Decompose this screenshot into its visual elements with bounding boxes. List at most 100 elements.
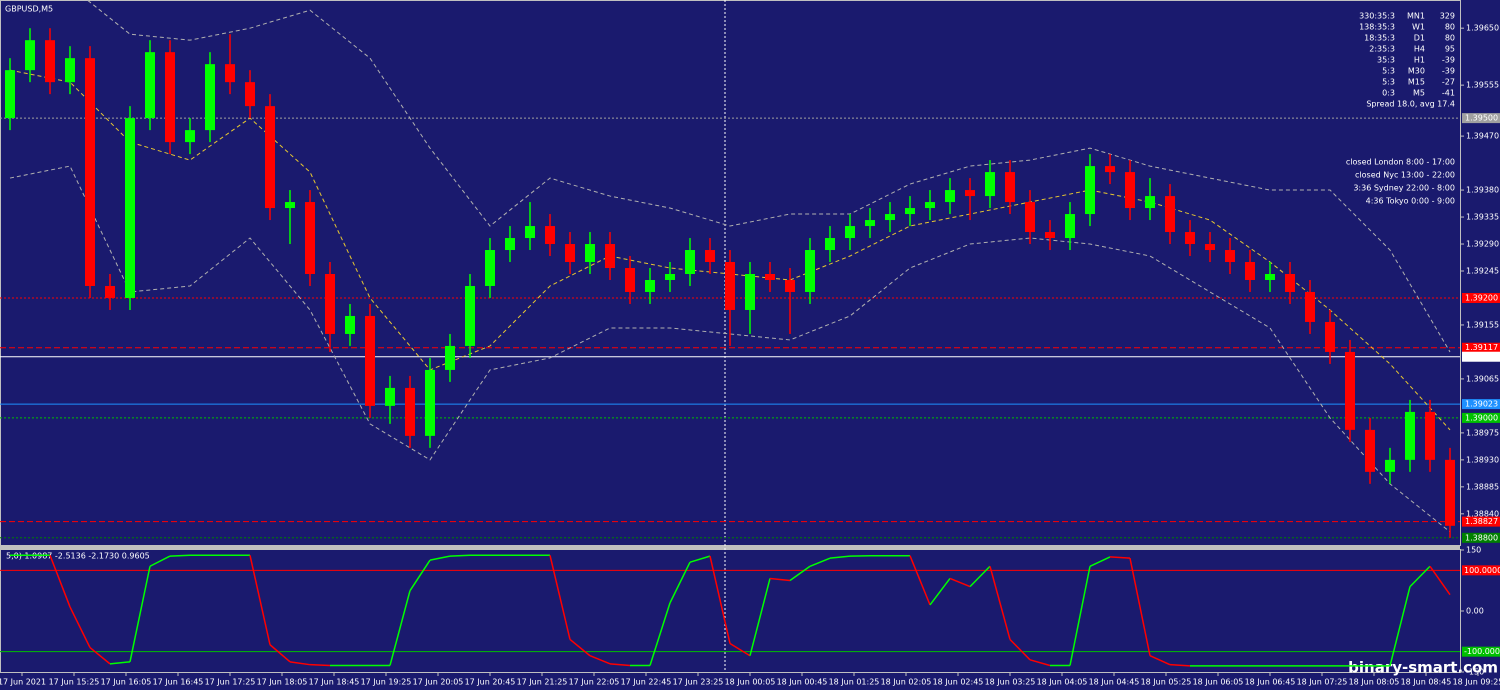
- x-tick-label: 18 Jun 03:25: [985, 678, 1036, 687]
- candle-body: [685, 250, 695, 274]
- x-tick-label: 18 Jun 01:25: [829, 678, 880, 687]
- x-tick-label: 17 Jun 18:45: [309, 678, 360, 687]
- tf-time: 18:35:3: [1364, 34, 1395, 43]
- tf-time: 330:35:3: [1359, 12, 1395, 21]
- oscillator-segment: [69, 606, 91, 648]
- x-tick-label: 18 Jun 06:05: [1193, 678, 1244, 687]
- oscillator-segment: [1149, 655, 1171, 666]
- candle-body: [825, 238, 835, 251]
- level-tag: [1462, 532, 1500, 543]
- candle-body: [5, 70, 15, 119]
- candle-body: [1365, 429, 1375, 472]
- oscillator-segment: [649, 602, 671, 666]
- oscillator-segment: [409, 559, 431, 592]
- y-tick-label: 1.39650: [1466, 24, 1499, 33]
- level-label: 1.39117: [1465, 343, 1498, 352]
- y-tick-label: 1.38975: [1466, 428, 1499, 437]
- candle-body: [85, 58, 95, 286]
- candle-body: [705, 250, 715, 263]
- session: 4:36 Tokyo 0:00 - 9:00: [1366, 197, 1455, 206]
- level-label: 100.0000: [1464, 566, 1500, 575]
- tf-name: M15: [1408, 78, 1425, 87]
- candle-body: [905, 208, 915, 215]
- candle-body: [945, 190, 955, 203]
- candle-body: [225, 64, 235, 83]
- candle-body: [125, 118, 135, 298]
- candle-body: [725, 262, 735, 310]
- tf-name: H4: [1414, 45, 1425, 54]
- oscillator-segment: [1129, 557, 1151, 656]
- x-tick-label: 17 Jun 22:45: [621, 678, 672, 687]
- candle-body: [65, 58, 75, 83]
- oscillator-segment: [429, 555, 451, 561]
- x-tick-label: 17 Jun 20:45: [465, 678, 516, 687]
- level-tag: [1462, 646, 1500, 657]
- candle-body: [485, 250, 495, 286]
- x-tick-label: 18 Jun 04:05: [1037, 678, 1088, 687]
- oscillator-segment: [1069, 566, 1091, 666]
- symbol-title: GBPUSD,M5: [5, 5, 53, 14]
- candle-body: [525, 226, 535, 239]
- candle-body: [1405, 411, 1415, 460]
- band-line: [86, 0, 1451, 353]
- x-tick-label: 18 Jun 02:45: [933, 678, 984, 687]
- tf-value: -41: [1442, 89, 1455, 98]
- y-tick-label: 1.39470: [1466, 132, 1499, 141]
- oscillator-segment: [729, 642, 751, 657]
- oscillator-segment: [1389, 586, 1411, 667]
- candle-body: [1345, 351, 1355, 430]
- level-label: 1.39500: [1465, 114, 1498, 123]
- level-tag: [1462, 351, 1500, 362]
- oscillator-segment: [989, 566, 1011, 640]
- candle-body: [1225, 250, 1235, 263]
- x-tick-label: 18 Jun 09:25: [1453, 678, 1500, 687]
- tf-time: 138:35:3: [1359, 23, 1395, 32]
- candle-body: [1305, 291, 1315, 322]
- candle-body: [1085, 166, 1095, 215]
- tf-time: 0:3: [1382, 89, 1395, 98]
- candle-body: [865, 220, 875, 227]
- tf-name: MN1: [1407, 12, 1425, 21]
- level-tag: [1462, 565, 1500, 576]
- candle-body: [1245, 262, 1255, 280]
- candle-body: [845, 226, 855, 239]
- x-tick-label: 18 Jun 06:45: [1245, 678, 1296, 687]
- tf-value: -27: [1442, 78, 1455, 87]
- oscillator-segment: [89, 647, 111, 665]
- level-label: 1.39023: [1465, 400, 1498, 409]
- x-tick-label: 17 Jun 17:25: [205, 678, 256, 687]
- oscillator-segment: [1029, 659, 1051, 667]
- candle-body: [625, 268, 635, 292]
- candle-body: [925, 202, 935, 209]
- candle-body: [605, 244, 615, 269]
- oscillator-segment: [1409, 565, 1431, 588]
- tf-name: H1: [1414, 56, 1425, 65]
- oscillator-segment: [309, 663, 331, 667]
- oscillator-segment: [809, 557, 831, 567]
- x-tick-label: 17 Jun 19:25: [361, 678, 412, 687]
- tf-name: M30: [1408, 67, 1425, 76]
- level-label: 1.39200: [1465, 293, 1498, 302]
- oscillator-segment: [549, 555, 571, 640]
- x-tick-label: 17 Jun 16:05: [101, 678, 152, 687]
- candle-body: [405, 387, 415, 436]
- candle-body: [545, 226, 555, 245]
- candle-body: [965, 190, 975, 197]
- tf-value: -39: [1442, 67, 1455, 76]
- candle-body: [1445, 459, 1455, 526]
- level-label: 1.39000: [1465, 413, 1498, 422]
- spread: Spread 18.0, avg 17.4: [1366, 100, 1455, 109]
- tf-name: M5: [1413, 89, 1425, 98]
- candle-body: [305, 202, 315, 274]
- oscillator-segment: [569, 638, 591, 657]
- pane-separator: [0, 545, 1460, 549]
- candle-body: [145, 52, 155, 119]
- x-tick-label: 17 Jun 22:05: [569, 678, 620, 687]
- x-tick-label: 17 Jun 15:25: [49, 678, 100, 687]
- candle-body: [765, 273, 775, 280]
- tf-time: 35:3: [1377, 56, 1395, 65]
- tf-value: 80: [1445, 23, 1455, 32]
- tf-time: 2:35:3: [1369, 45, 1395, 54]
